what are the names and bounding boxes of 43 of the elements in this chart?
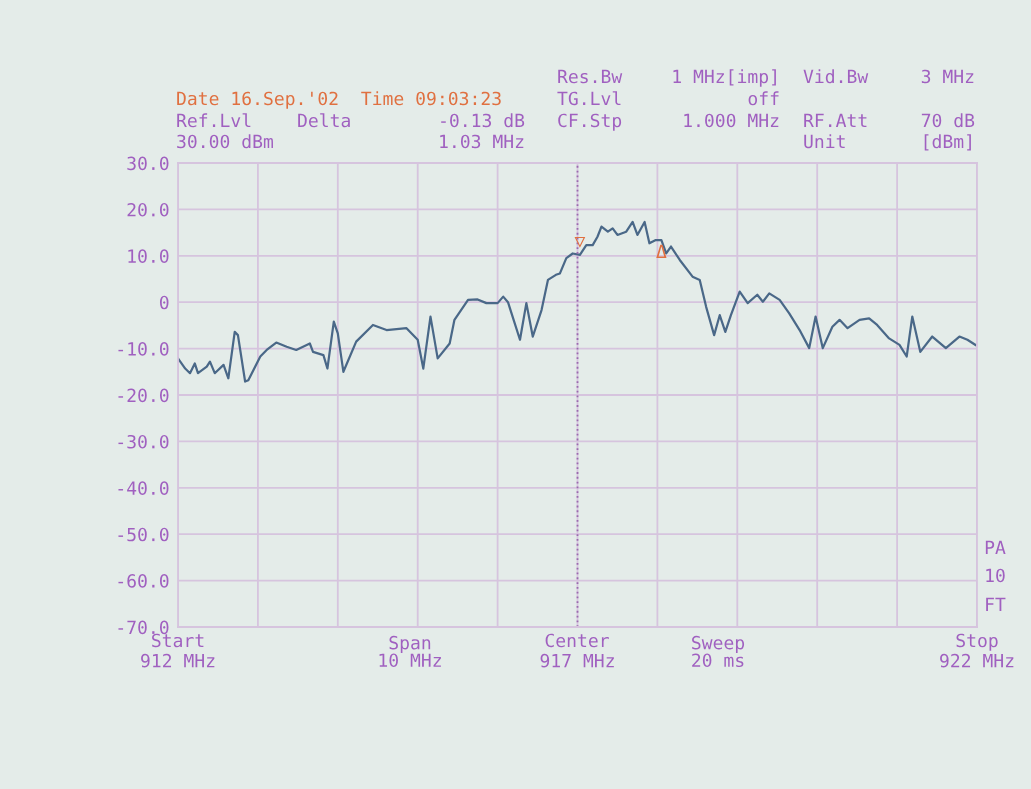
y-tick-label: 20.0 xyxy=(127,202,169,217)
annotation: Δ xyxy=(656,244,667,259)
text: 30.00 dBm xyxy=(177,134,273,149)
text: RF.Att xyxy=(804,113,867,128)
text: Vid.Bw xyxy=(803,69,869,84)
text: off xyxy=(748,91,779,106)
text: Unit xyxy=(804,134,845,149)
text: 70 dB xyxy=(921,113,975,128)
text: 1 MHz[imp] xyxy=(673,69,776,87)
text: PA xyxy=(985,540,1006,555)
x-tick-label: 922 MHz xyxy=(940,653,1014,668)
text: 1.03 MHz xyxy=(440,134,524,149)
text: FT xyxy=(986,597,1006,612)
text: Ref.Lvl xyxy=(177,113,251,128)
annotation: ▽ xyxy=(574,236,586,248)
y-tick-label: 10.0 xyxy=(128,249,169,263)
text: TG.Lvl xyxy=(557,91,621,106)
text: Date 16.Sep.'02 Time 09:03:23 xyxy=(177,91,501,109)
text: 1.000 MHz xyxy=(684,113,779,128)
text: -0.13 dB xyxy=(441,113,525,128)
text: Res.Bw xyxy=(558,69,623,84)
x-tick-label: 917 MHz xyxy=(540,653,614,668)
text: Sweep 20 ms xyxy=(692,635,745,668)
y-tick-label: -60.0 xyxy=(118,574,169,588)
text: Start xyxy=(152,633,204,648)
line-series xyxy=(178,220,977,383)
text: Delta xyxy=(298,113,350,128)
text: 10 xyxy=(986,568,1005,583)
text: [dBm] xyxy=(924,134,971,151)
text: CF.Stp xyxy=(558,113,622,131)
y-tick-label: 0 xyxy=(159,295,169,310)
y-tick-label: -70.0 xyxy=(118,620,169,635)
y-tick-label: -30.0 xyxy=(118,434,169,449)
y-tick-label: -20.0 xyxy=(118,388,169,403)
text: Span 10 MHz xyxy=(379,635,441,668)
y-tick-label: -50.0 xyxy=(118,527,169,542)
x-tick-label: 912 MHz xyxy=(141,653,215,668)
text: Stop xyxy=(956,633,998,651)
text: 3 MHz xyxy=(921,69,974,84)
text: Center xyxy=(545,633,609,648)
y-tick-label: -10.0 xyxy=(118,342,169,356)
y-tick-label: 30.0 xyxy=(127,156,169,171)
y-tick-label: -40.0 xyxy=(118,481,169,495)
